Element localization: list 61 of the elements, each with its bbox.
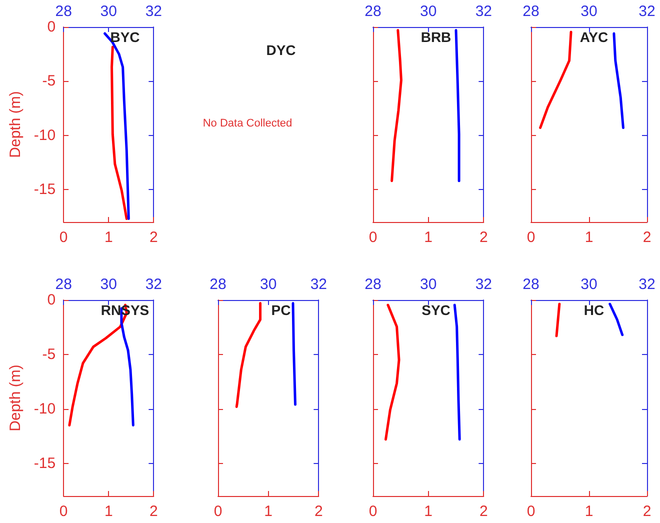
x2-tick-label: 32 <box>638 276 656 293</box>
x-tick-label: 1 <box>584 229 594 246</box>
y-tick-label: -10 <box>34 400 56 418</box>
x-tick-label: 2 <box>642 229 652 246</box>
chart-title: HC <box>584 302 604 318</box>
chart-title: AYC <box>580 29 608 45</box>
x-tick-label: 1 <box>584 503 594 520</box>
x2-tick-label: 32 <box>638 3 656 20</box>
text: DYC <box>266 42 296 58</box>
y-tick-label: -10 <box>34 126 56 144</box>
x2-tick-label: 30 <box>260 276 277 293</box>
x-tick-label: 1 <box>264 503 272 520</box>
x2-tick-label: 28 <box>55 3 72 20</box>
x-tick-label: 2 <box>479 503 488 520</box>
x2-tick-label: 32 <box>145 3 162 20</box>
x2-tick-label: 28 <box>55 276 72 293</box>
x-tick-label: 0 <box>214 503 222 520</box>
x-tick-label: 1 <box>104 503 113 520</box>
x-tick-label: 1 <box>104 229 113 246</box>
y-axis-title: Depth (m) <box>7 91 24 158</box>
x2-tick-label: 28 <box>522 3 540 20</box>
x-tick-label: 0 <box>368 503 378 520</box>
x-tick-label: 1 <box>424 503 432 520</box>
y-tick-label: -5 <box>42 346 56 363</box>
text: No Data Collected <box>202 118 292 130</box>
x2-tick-label: 30 <box>420 3 437 20</box>
x2-tick-label: 30 <box>420 276 437 293</box>
x2-tick-label: 30 <box>100 3 117 20</box>
x-tick-label: 2 <box>479 229 488 246</box>
x-tick-label: 2 <box>149 229 158 246</box>
x2-tick-label: 28 <box>522 276 540 293</box>
y-tick-label: 0 <box>47 292 56 308</box>
x-tick-label: 0 <box>368 229 378 246</box>
y-tick-label: -15 <box>34 181 56 198</box>
chart-title: SYC <box>422 302 450 318</box>
x-tick-label: 2 <box>314 503 323 520</box>
x2-tick-label: 28 <box>364 276 382 293</box>
chart-title: PC <box>271 302 291 318</box>
y-tick-label: 0 <box>47 18 56 36</box>
x-tick-label: 2 <box>149 503 158 520</box>
chart-title: BRB <box>420 29 452 45</box>
x-tick-label: 0 <box>526 229 536 246</box>
x2-tick-label: 32 <box>145 276 162 293</box>
x-tick-label: 2 <box>642 503 652 520</box>
y-axis-title: Depth (m) <box>7 364 24 432</box>
y-tick-label: -5 <box>42 72 56 90</box>
x-tick-label: 0 <box>526 503 536 520</box>
line-series <box>110 46 128 220</box>
x2-tick-label: 30 <box>580 276 598 293</box>
x2-tick-label: 30 <box>100 276 117 293</box>
x2-tick-label: 32 <box>475 3 492 20</box>
x2-tick-label: 32 <box>475 276 492 293</box>
chart-title: BYC <box>110 29 140 45</box>
x-tick-label: 0 <box>59 229 68 246</box>
x-tick-label: 0 <box>59 503 68 520</box>
x2-tick-label: 28 <box>210 276 226 293</box>
x2-tick-label: 28 <box>364 3 382 20</box>
x2-tick-label: 32 <box>310 276 327 293</box>
y-tick-label: -15 <box>34 454 56 472</box>
x-tick-label: 1 <box>424 229 432 246</box>
x2-tick-label: 30 <box>580 3 598 20</box>
